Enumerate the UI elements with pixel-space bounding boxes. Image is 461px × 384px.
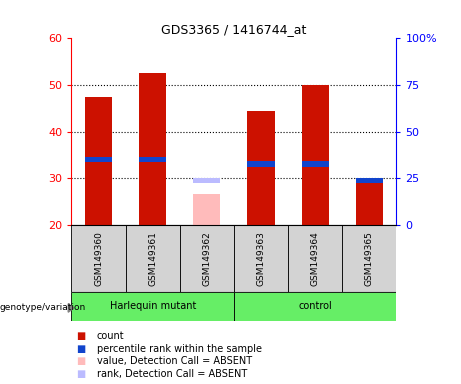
Text: rank, Detection Call = ABSENT: rank, Detection Call = ABSENT: [97, 369, 247, 379]
Bar: [356, 178, 383, 183]
Bar: [248, 111, 275, 225]
Text: ■: ■: [76, 369, 85, 379]
Bar: [180, 225, 234, 292]
Bar: [356, 180, 383, 225]
Bar: [301, 85, 329, 225]
Text: GSM149365: GSM149365: [365, 231, 374, 286]
Bar: [139, 73, 166, 225]
Bar: [301, 161, 329, 167]
Text: GSM149362: GSM149362: [202, 231, 212, 286]
Text: GSM149363: GSM149363: [256, 231, 266, 286]
Text: GSM149360: GSM149360: [94, 231, 103, 286]
Bar: [193, 178, 220, 183]
Title: GDS3365 / 1416744_at: GDS3365 / 1416744_at: [161, 23, 307, 36]
Text: GSM149364: GSM149364: [311, 231, 320, 286]
Bar: [342, 225, 396, 292]
Bar: [71, 225, 125, 292]
Bar: [85, 157, 112, 162]
Bar: [125, 225, 180, 292]
Text: count: count: [97, 331, 124, 341]
Bar: [71, 292, 234, 321]
Bar: [288, 225, 342, 292]
Text: Harlequin mutant: Harlequin mutant: [110, 301, 196, 311]
Bar: [193, 194, 220, 225]
Bar: [234, 225, 288, 292]
Text: ■: ■: [76, 331, 85, 341]
Text: GSM149361: GSM149361: [148, 231, 157, 286]
Bar: [248, 161, 275, 167]
FancyArrow shape: [68, 304, 74, 312]
Bar: [139, 157, 166, 162]
Bar: [234, 292, 396, 321]
Text: genotype/variation: genotype/variation: [0, 303, 86, 313]
Text: value, Detection Call = ABSENT: value, Detection Call = ABSENT: [97, 356, 252, 366]
Text: ■: ■: [76, 344, 85, 354]
Bar: [85, 97, 112, 225]
Text: control: control: [298, 301, 332, 311]
Text: ■: ■: [76, 356, 85, 366]
Text: percentile rank within the sample: percentile rank within the sample: [97, 344, 262, 354]
